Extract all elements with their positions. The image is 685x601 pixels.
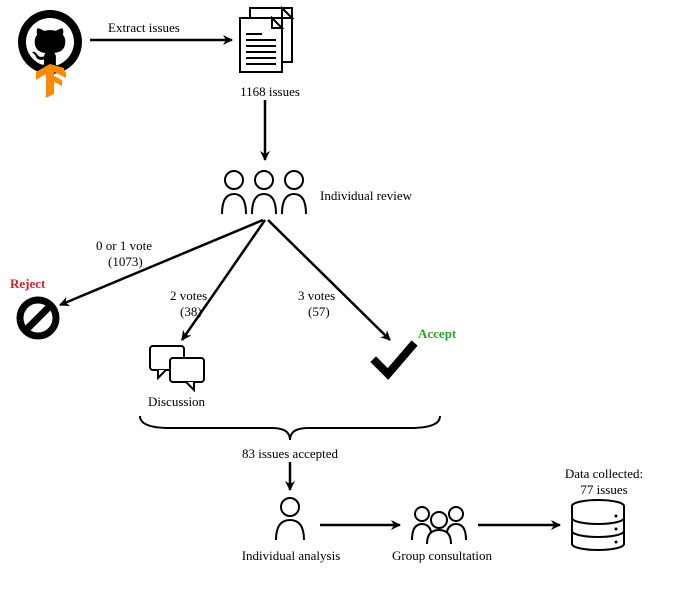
label-individual-review: Individual review <box>320 188 412 204</box>
label-01vote-a: 0 or 1 vote <box>96 238 152 254</box>
diagram-canvas <box>0 0 685 601</box>
people-icon <box>222 171 306 214</box>
label-extract: Extract issues <box>108 20 180 36</box>
arrow-discussion <box>182 220 265 340</box>
label-issues-count: 1168 issues <box>230 84 310 100</box>
accept-checkmark-icon <box>376 346 412 374</box>
reject-icon <box>20 300 56 336</box>
label-01vote-b: (1073) <box>108 254 143 270</box>
label-reject: Reject <box>10 276 45 292</box>
database-icon <box>572 500 624 550</box>
label-discussion: Discussion <box>148 394 205 410</box>
label-data-collected-a: Data collected: <box>554 466 654 482</box>
label-3votes-b: (57) <box>308 304 330 320</box>
label-data-collected-b: 77 issues <box>554 482 654 498</box>
label-individual-analysis: Individual analysis <box>236 548 346 564</box>
label-2votes-b: (38) <box>180 304 202 320</box>
label-2votes-a: 2 votes <box>170 288 207 304</box>
label-group-consult: Group consultation <box>382 548 502 564</box>
label-accepted: 83 issues accepted <box>230 446 350 462</box>
arrow-accept <box>268 220 390 340</box>
documents-icon <box>240 8 292 72</box>
group-icon <box>412 507 466 544</box>
person-icon <box>276 498 304 540</box>
discussion-icon <box>150 346 204 390</box>
label-3votes-a: 3 votes <box>298 288 335 304</box>
brace <box>140 416 440 440</box>
label-accept: Accept <box>418 326 456 342</box>
arrow-reject <box>60 220 263 305</box>
